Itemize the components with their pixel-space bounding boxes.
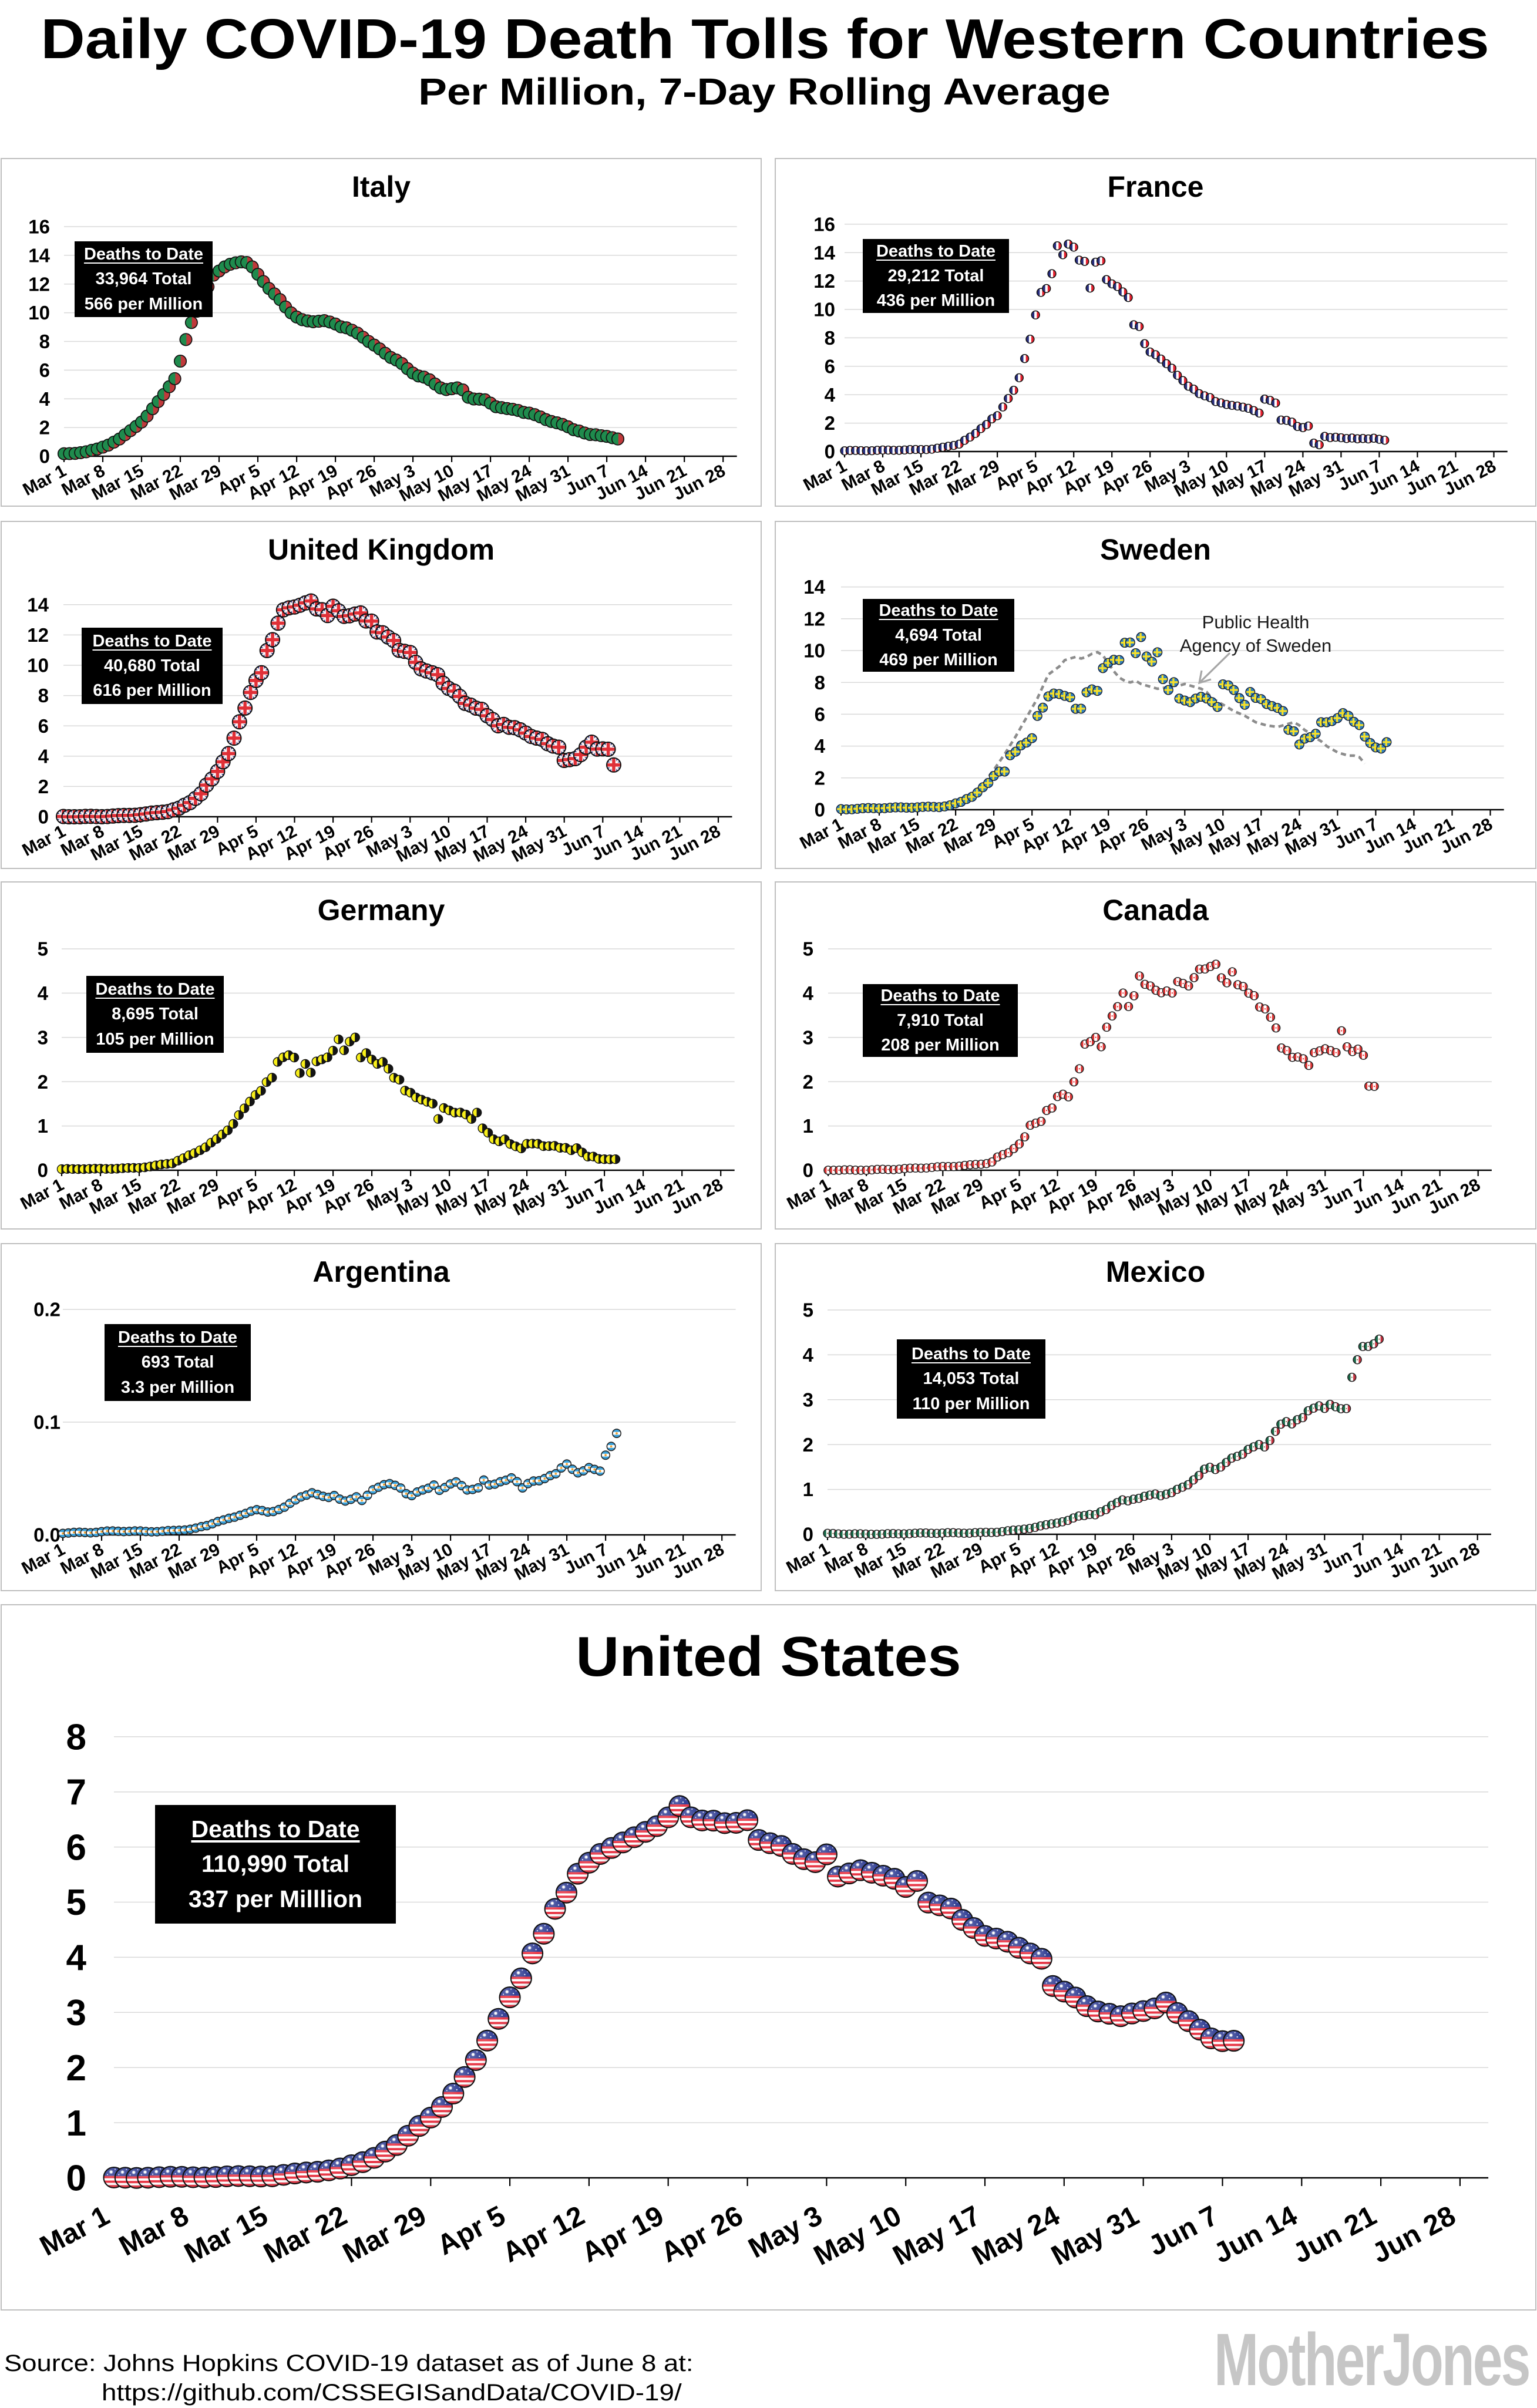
svg-text:4: 4: [39, 388, 51, 410]
svg-text:8: 8: [38, 685, 49, 706]
svg-text:5: 5: [803, 1299, 813, 1321]
svg-text:6: 6: [66, 1827, 86, 1868]
svg-text:16: 16: [28, 216, 50, 238]
svg-text:14: 14: [803, 576, 825, 598]
svg-text:0: 0: [825, 441, 835, 463]
svg-text:0.2: 0.2: [33, 1299, 60, 1321]
svg-text:14: 14: [27, 594, 49, 615]
svg-text:4: 4: [815, 735, 826, 757]
svg-text:6: 6: [815, 703, 825, 725]
svg-text:12: 12: [813, 270, 835, 292]
svg-text:12: 12: [28, 273, 50, 295]
svg-text:4: 4: [803, 982, 814, 1004]
svg-text:2: 2: [66, 2048, 86, 2089]
svg-text:5: 5: [66, 1882, 86, 1923]
svg-text:2: 2: [38, 1071, 48, 1093]
svg-text:16: 16: [813, 213, 835, 235]
svg-text:4: 4: [66, 1938, 87, 1978]
svg-text:8: 8: [815, 672, 825, 693]
svg-text:6: 6: [825, 355, 835, 377]
svg-text:3: 3: [38, 1026, 48, 1048]
svg-text:10: 10: [27, 655, 49, 676]
svg-text:2: 2: [803, 1434, 813, 1456]
svg-text:0: 0: [803, 1524, 813, 1545]
svg-text:3: 3: [66, 1993, 86, 2033]
svg-text:4: 4: [38, 745, 49, 767]
svg-text:0: 0: [38, 806, 49, 828]
svg-text:2: 2: [39, 417, 50, 439]
svg-text:1: 1: [803, 1115, 813, 1137]
svg-text:12: 12: [27, 624, 49, 646]
svg-text:Agency of Sweden: Agency of Sweden: [1180, 635, 1332, 656]
svg-text:0: 0: [38, 1160, 48, 1181]
svg-text:3: 3: [803, 1389, 813, 1410]
svg-text:0.0: 0.0: [33, 1524, 60, 1546]
svg-text:14: 14: [813, 242, 835, 264]
svg-text:10: 10: [28, 302, 50, 324]
svg-text:7: 7: [66, 1772, 86, 1813]
svg-text:4: 4: [38, 982, 49, 1004]
svg-text:8: 8: [39, 331, 50, 352]
svg-text:1: 1: [38, 1115, 48, 1137]
svg-text:5: 5: [803, 938, 813, 960]
svg-text:0: 0: [66, 2158, 86, 2199]
svg-text:10: 10: [803, 640, 825, 662]
svg-text:2: 2: [825, 412, 835, 434]
svg-text:6: 6: [38, 715, 49, 737]
svg-text:2: 2: [815, 767, 825, 789]
svg-text:0.1: 0.1: [33, 1412, 60, 1433]
svg-text:5: 5: [38, 938, 48, 960]
svg-text:8: 8: [66, 1717, 86, 1758]
svg-text:0: 0: [39, 446, 50, 467]
svg-text:Public Health: Public Health: [1202, 612, 1310, 632]
svg-text:4: 4: [825, 384, 836, 406]
svg-text:14: 14: [28, 244, 50, 266]
svg-text:12: 12: [803, 608, 825, 629]
svg-text:1: 1: [803, 1479, 813, 1500]
svg-text:0: 0: [815, 799, 825, 821]
svg-text:10: 10: [813, 299, 835, 321]
svg-text:8: 8: [825, 327, 835, 349]
svg-text:1: 1: [66, 2103, 86, 2144]
svg-text:4: 4: [803, 1344, 814, 1366]
svg-text:2: 2: [38, 776, 49, 797]
svg-text:6: 6: [39, 359, 50, 381]
svg-text:3: 3: [803, 1026, 813, 1048]
svg-text:2: 2: [803, 1071, 813, 1093]
svg-text:0: 0: [803, 1160, 813, 1181]
